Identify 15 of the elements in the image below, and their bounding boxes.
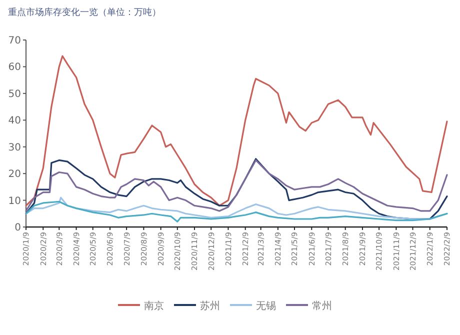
y-tick-label: 0 (14, 222, 21, 234)
legend-label: 无锡 (256, 301, 276, 312)
y-tick-label: 70 (8, 36, 21, 46)
y-tick-label: 10 (8, 196, 21, 207)
chart-title: 重点市场库存变化一览（单位：万吨） (8, 7, 161, 18)
y-tick-label: 60 (8, 62, 21, 74)
legend-label: 常州 (312, 300, 332, 312)
y-tick-label: 20 (8, 169, 21, 180)
y-tick-label: 30 (8, 142, 21, 154)
legend-label: 南京 (144, 300, 164, 312)
legend-label: 苏州 (200, 300, 220, 312)
y-tick-label: 50 (8, 88, 21, 100)
line-series (25, 200, 448, 222)
y-tick-label: 40 (8, 116, 21, 127)
line-series (25, 55, 448, 206)
